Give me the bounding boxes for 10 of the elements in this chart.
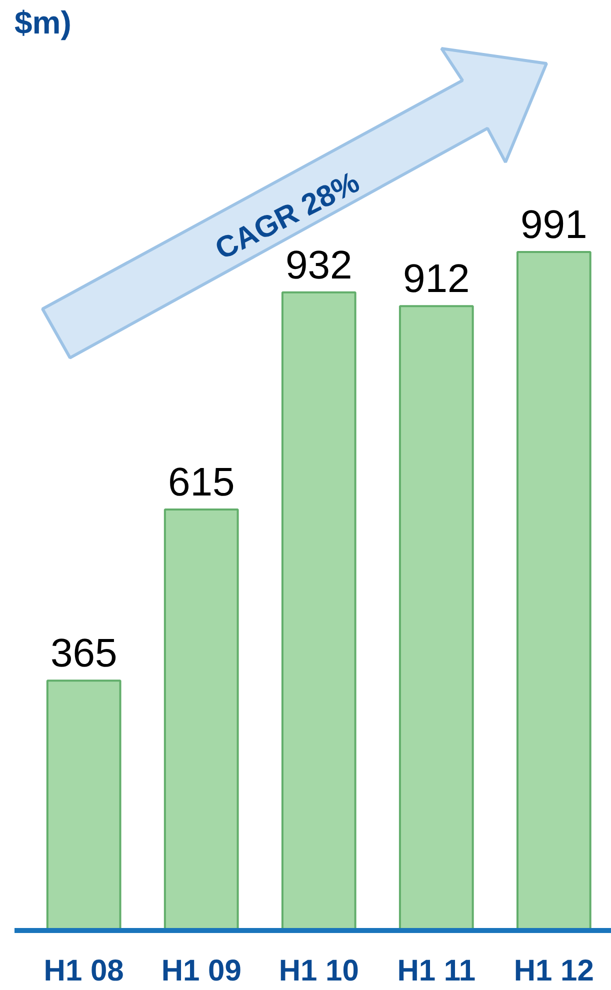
- data-label: 991: [520, 203, 588, 248]
- x-tick-label: H1 08: [44, 954, 124, 988]
- data-label: 912: [403, 257, 470, 302]
- x-tick-label: H1 09: [161, 954, 242, 988]
- chart-title: $m): [14, 4, 72, 40]
- x-tick-label: H1 11: [397, 954, 476, 988]
- data-label: 615: [168, 460, 235, 504]
- x-tick-label: H1 12: [514, 954, 594, 988]
- x-tick-label: H1 10: [278, 954, 359, 988]
- data-label: 365: [50, 632, 118, 676]
